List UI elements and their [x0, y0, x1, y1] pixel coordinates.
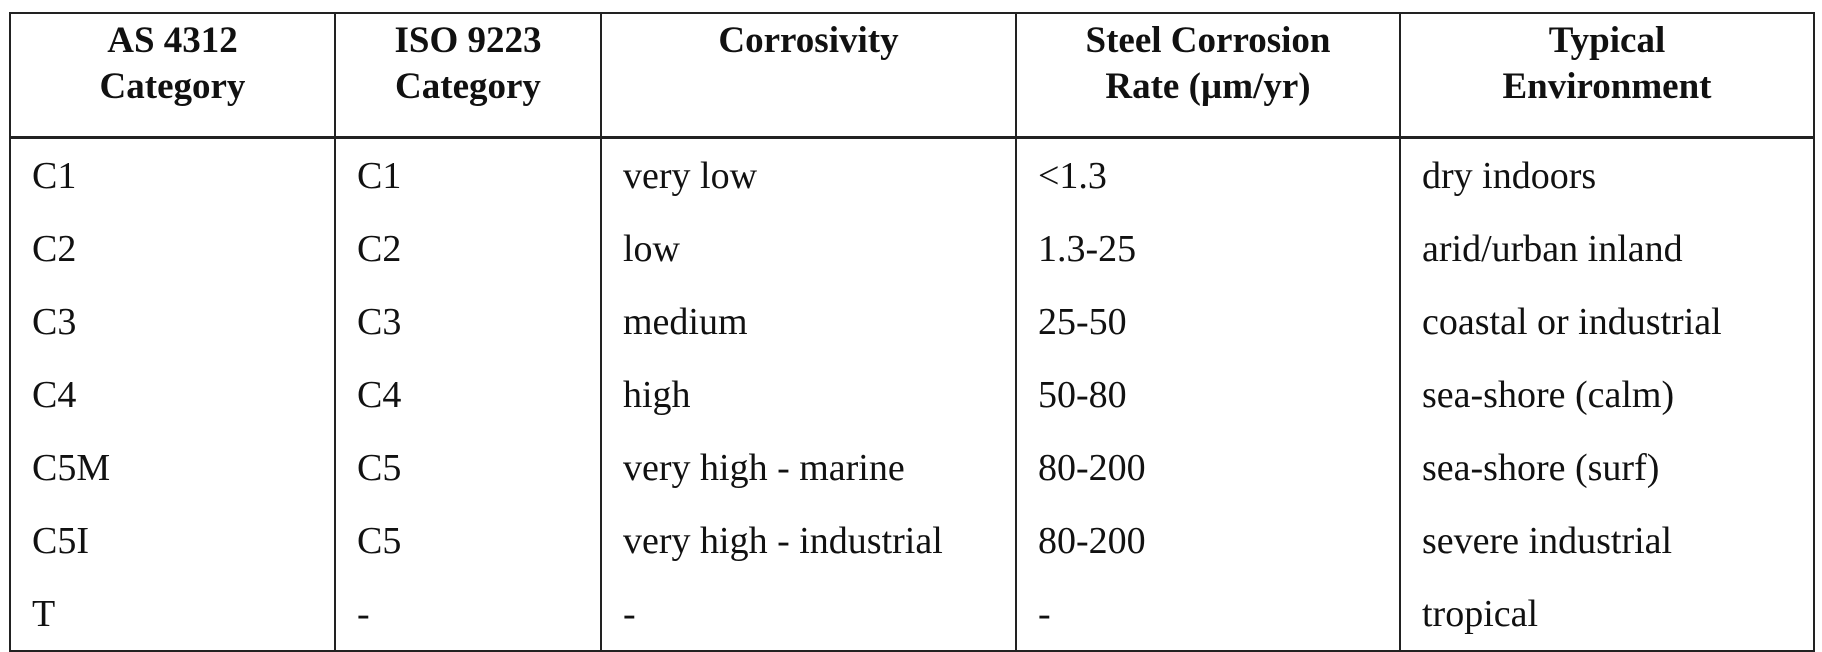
table-row: C1 C1 very low <1.3 dry indoors	[9, 137, 1815, 212]
table-body: C1 C1 very low <1.3 dry indoors C2 C2 low 1.3-25…	[9, 137, 1815, 651]
table-cell: 1.3-25	[1015, 212, 1401, 285]
table-cell: C2	[9, 212, 336, 285]
table-cell: low	[600, 212, 1017, 285]
header-text: Typical	[1548, 20, 1666, 61]
table-cell: 25-50	[1015, 285, 1401, 358]
table-cell: arid/urban inland	[1399, 212, 1815, 285]
table-cell: C4	[334, 358, 602, 431]
table-cell: -	[600, 577, 1017, 651]
table-row: C2 C2 low 1.3-25 arid/urban inland	[9, 212, 1815, 285]
table-cell: sea-shore (calm)	[1399, 358, 1815, 431]
table-cell: C5	[334, 431, 602, 504]
table-cell: 80-200	[1015, 431, 1401, 504]
table-cell: C3	[9, 285, 336, 358]
table-cell: -	[1015, 577, 1401, 651]
table-cell: sea-shore (surf)	[1399, 431, 1815, 504]
table-header: AS 4312 Category ISO 9223 Category Corrosivi…	[9, 13, 1815, 139]
table-cell: very high - industrial	[600, 504, 1017, 577]
header-cell: AS 4312 Category	[9, 13, 336, 139]
table-cell: C5	[334, 504, 602, 577]
header-cell: Steel Corrosion Rate (µm/yr)	[1015, 13, 1401, 139]
header-cell: Corrosivity	[600, 13, 1017, 139]
table-cell: C2	[334, 212, 602, 285]
table-cell: very high - marine	[600, 431, 1017, 504]
table-cell: tropical	[1399, 577, 1815, 651]
table-cell: C3	[334, 285, 602, 358]
header-row: AS 4312 Category ISO 9223 Category Corrosivi…	[9, 13, 1815, 139]
table-cell: high	[600, 358, 1017, 431]
table-cell: C1	[9, 137, 336, 212]
header-text: Rate (µm/yr)	[1105, 66, 1311, 107]
corrosivity-table: AS 4312 Category ISO 9223 Category Corrosivi…	[9, 12, 1815, 652]
table-cell: C1	[334, 137, 602, 212]
header-text: Category	[395, 66, 541, 107]
table-row: C5I C5 very high - industrial 80-200 severe …	[9, 504, 1815, 577]
table-cell: coastal or industrial	[1399, 285, 1815, 358]
table-cell: <1.3	[1015, 137, 1401, 212]
header-text: ISO 9223	[394, 20, 542, 61]
header-text: AS 4312	[107, 20, 238, 61]
table-cell: C4	[9, 358, 336, 431]
table-cell: -	[334, 577, 602, 651]
table-row: C5M C5 very high - marine 80-200 sea-shore (…	[9, 431, 1815, 504]
table-cell: severe industrial	[1399, 504, 1815, 577]
table-cell: very low	[600, 137, 1017, 212]
header-text: Steel Corrosion	[1085, 20, 1331, 61]
header-text: Environment	[1502, 66, 1712, 107]
table-cell: C5M	[9, 431, 336, 504]
table-cell: C5I	[9, 504, 336, 577]
table-row: C4 C4 high 50-80 sea-shore (calm)	[9, 358, 1815, 431]
table-cell: 80-200	[1015, 504, 1401, 577]
table-row: C3 C3 medium 25-50 coastal or industrial	[9, 285, 1815, 358]
table-cell: T	[9, 577, 336, 651]
header-text: Category	[99, 66, 246, 107]
table-cell: dry indoors	[1399, 137, 1815, 212]
table-cell: 50-80	[1015, 358, 1401, 431]
header-cell: Typical Environment	[1399, 13, 1815, 139]
header-cell: ISO 9223 Category	[334, 13, 602, 139]
table-cell: medium	[600, 285, 1017, 358]
table-row: T - - - tropical	[9, 577, 1815, 651]
header-text: Corrosivity	[718, 20, 899, 61]
